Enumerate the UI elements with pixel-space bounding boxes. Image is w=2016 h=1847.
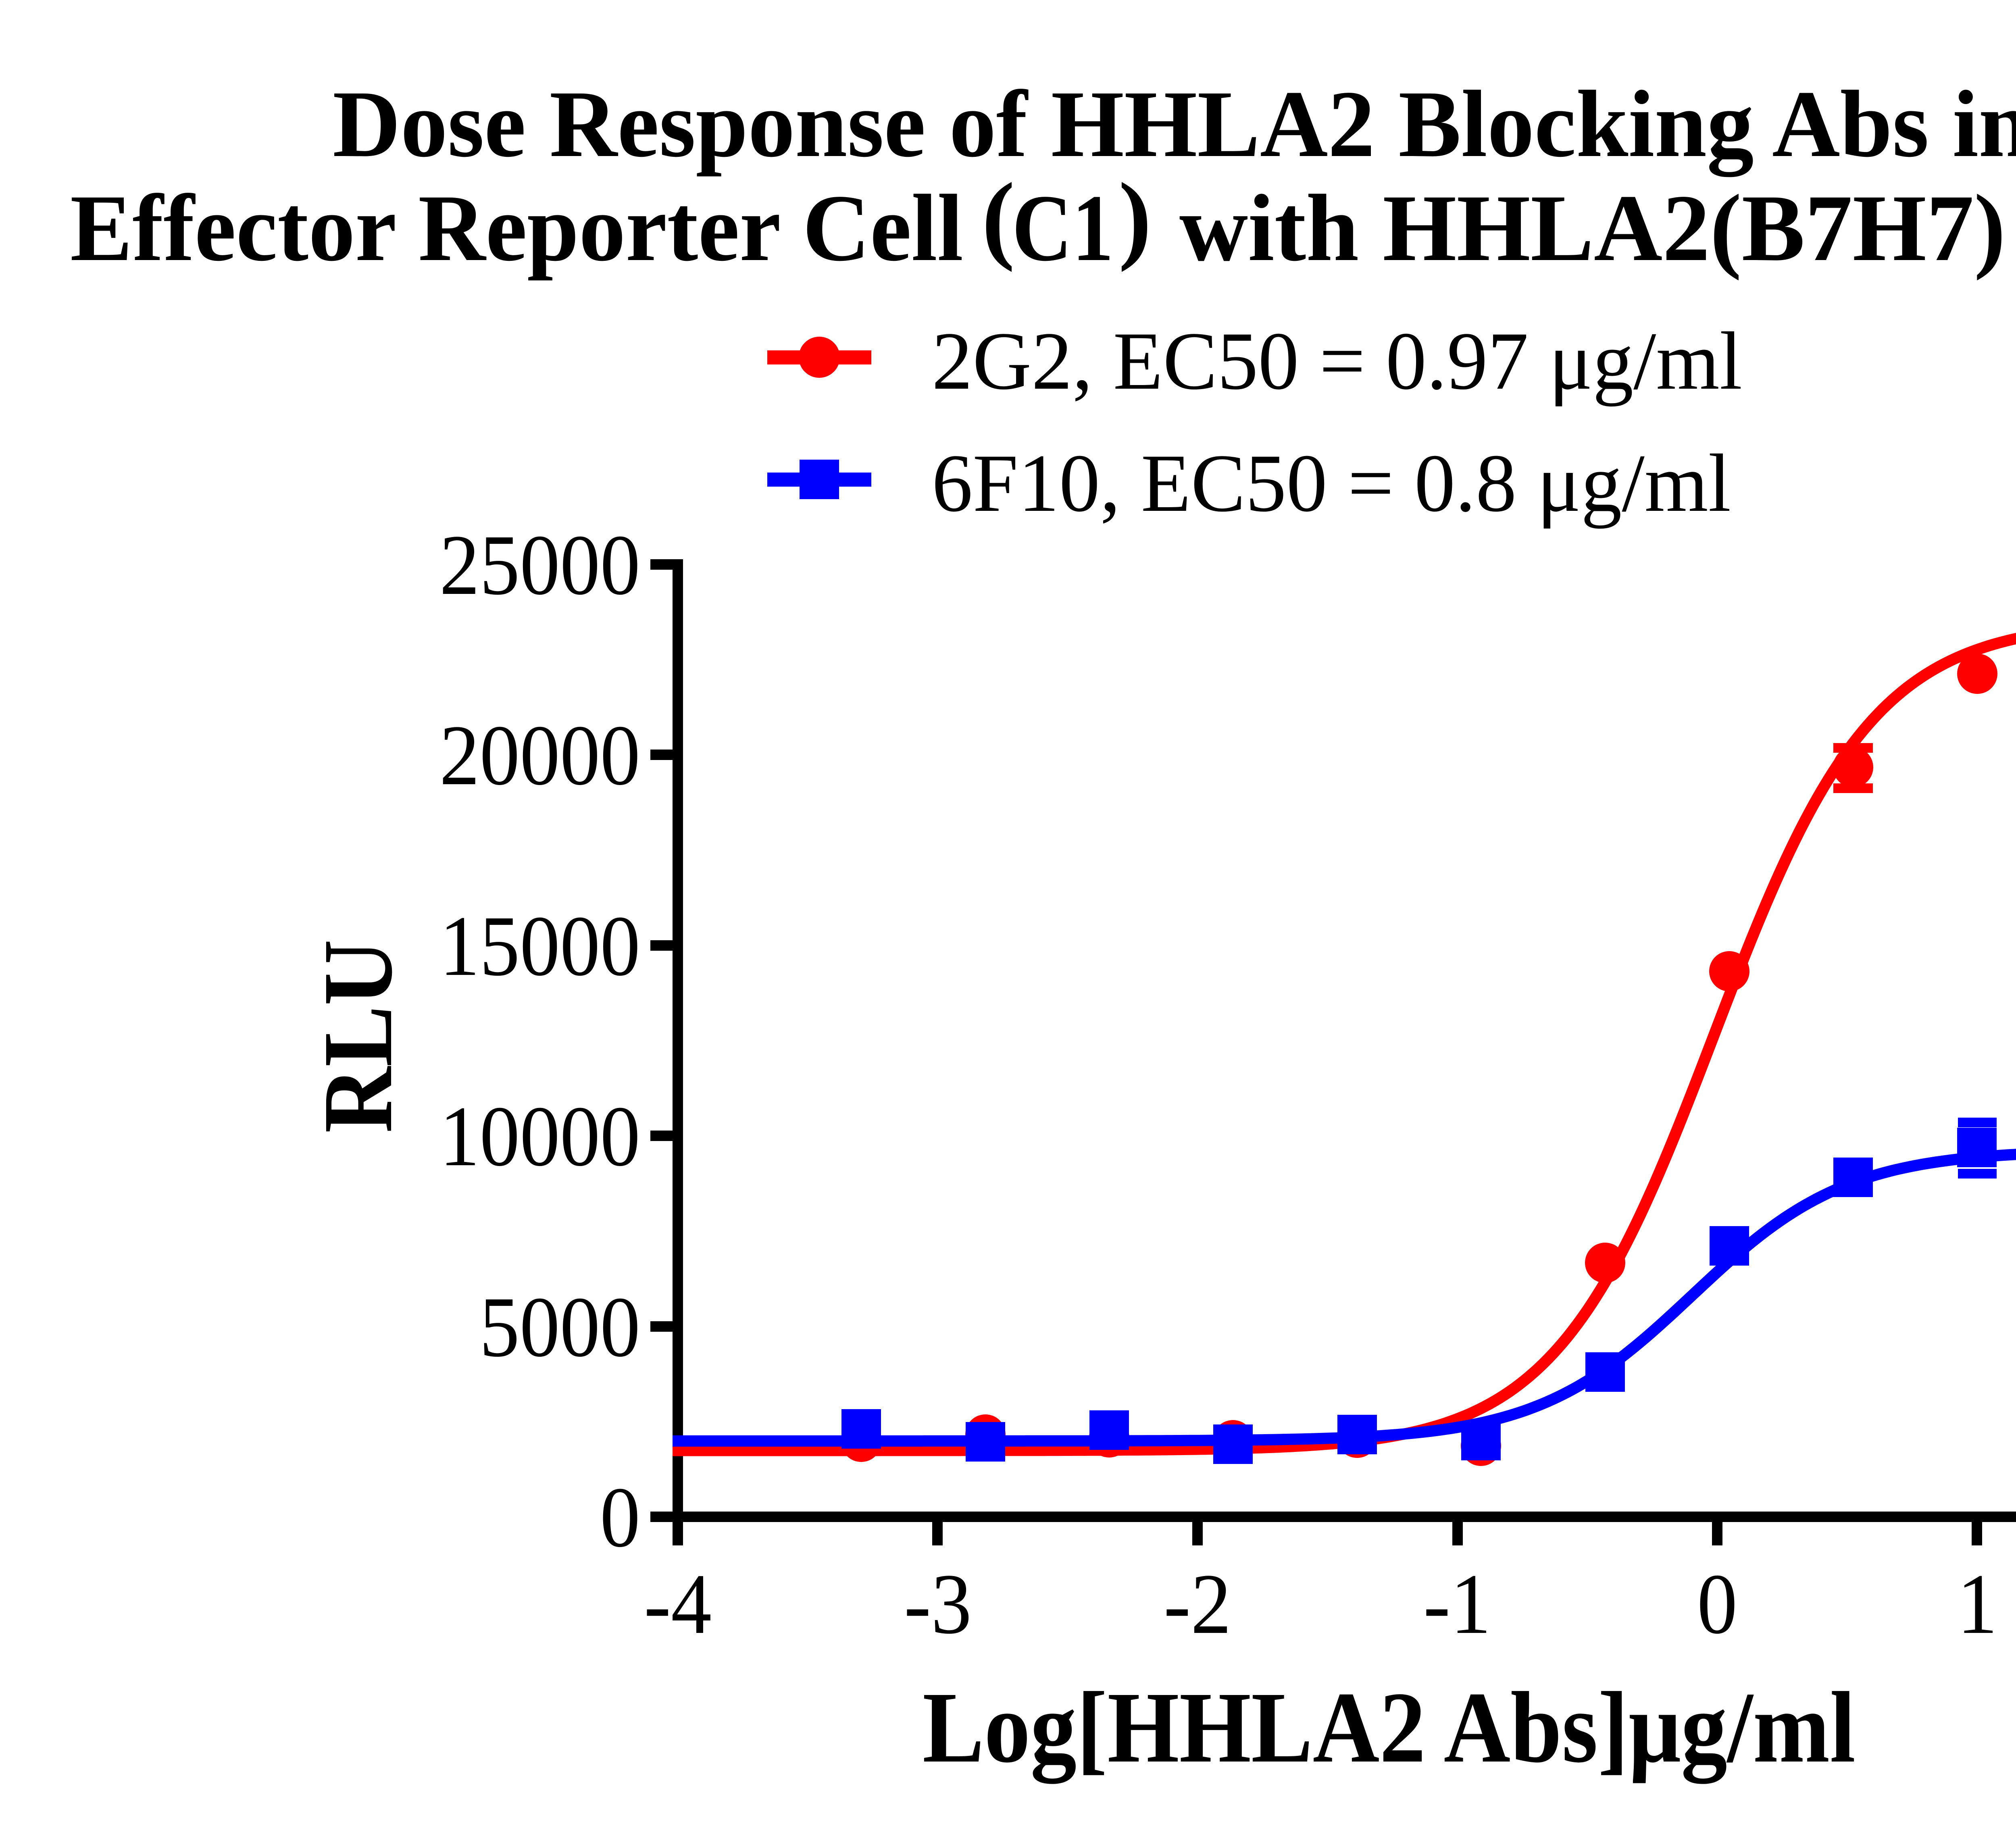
svg-text:Dose Response of HHLA2 Blockin: Dose Response of HHLA2 Blocking Abs in K… [333,71,2016,177]
svg-text:Log[HHLA2 Abs]μg/ml: Log[HHLA2 Abs]μg/ml [923,1671,1856,1784]
svg-text:(: ( [982,163,1015,273]
svg-text:RLU: RLU [303,939,413,1133]
svg-text:-4: -4 [644,1556,712,1652]
svg-text:C1: C1 [1012,175,1114,281]
svg-text:5000: 5000 [479,1279,640,1375]
svg-text:-3: -3 [904,1556,972,1652]
svg-text:10000: 10000 [439,1089,640,1184]
svg-text:with HHLA2(B7H7) aAPC Cell: with HHLA2(B7H7) aAPC Cell [1179,175,2016,281]
svg-text:-2: -2 [1164,1556,1231,1652]
svg-text:1: 1 [1957,1556,1997,1652]
svg-text:0: 0 [600,1470,640,1565]
svg-text:25000: 25000 [439,517,640,613]
svg-text:): ) [1118,163,1152,273]
svg-text:20000: 20000 [439,708,640,803]
svg-text:6F10, EC50 = 0.8 μg/ml: 6F10, EC50 = 0.8 μg/ml [932,437,1731,529]
svg-text:-1: -1 [1423,1556,1491,1652]
svg-text:2G2, EC50 = 0.97 μg/ml: 2G2, EC50 = 0.97 μg/ml [932,315,1742,407]
svg-text:Effector Reporter Cell: Effector Reporter Cell [70,175,963,281]
svg-text:0: 0 [1697,1556,1737,1652]
svg-text:15000: 15000 [439,898,640,994]
